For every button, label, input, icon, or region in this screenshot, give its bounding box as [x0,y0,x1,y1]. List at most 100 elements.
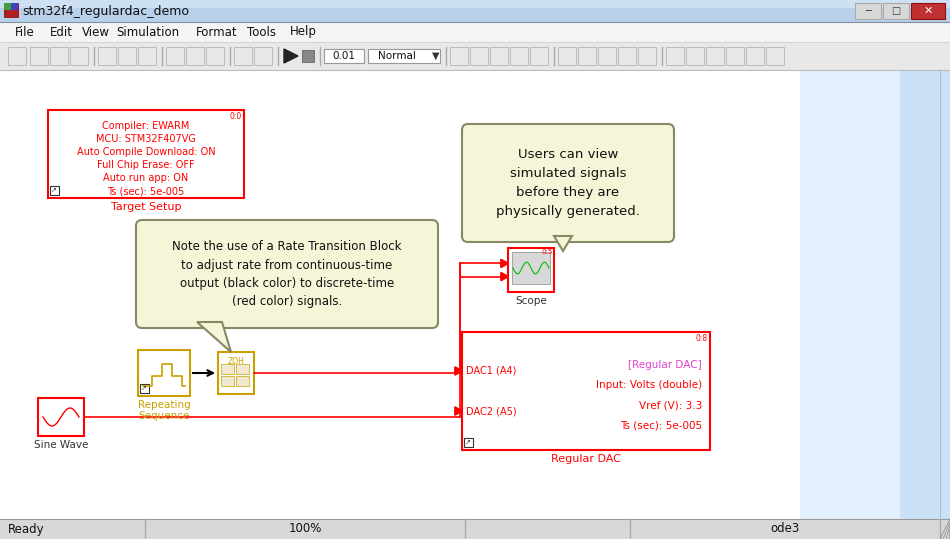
Bar [530,47,548,65]
Text: MCU: STM32F407VG: MCU: STM32F407VG [96,134,196,144]
Text: Target Setup: Target Setup [111,202,181,212]
Bar [911,3,945,19]
Bar [38,398,84,436]
Bar [218,352,254,394]
Text: Vref (V): 3.3: Vref (V): 3.3 [638,400,702,410]
Polygon shape [197,322,231,352]
Bar [470,47,488,65]
FancyBboxPatch shape [136,220,438,328]
Text: ─: ─ [865,6,871,16]
Bar [726,47,744,65]
Bar [508,248,554,292]
Bar [118,47,136,65]
Bar [302,50,314,62]
Bar [0,22,950,42]
Text: Ts (sec): 5e-005: Ts (sec): 5e-005 [107,186,184,196]
Text: Auto Compile Download: ON: Auto Compile Download: ON [77,147,216,157]
Bar [70,47,88,65]
Bar [236,364,249,374]
Bar [8,47,26,65]
Text: Sine Wave: Sine Wave [34,440,88,450]
Text: 0:0: 0:0 [230,112,242,121]
Bar [50,186,59,195]
Polygon shape [501,259,508,267]
Bar [206,47,224,65]
Bar [618,47,636,65]
Text: [Regular DAC]: [Regular DAC] [628,360,702,370]
Text: Compiler: EWARM: Compiler: EWARM [103,121,190,131]
Bar [512,252,550,284]
Text: Repeating: Repeating [138,400,190,410]
Bar [578,47,596,65]
Text: □: □ [891,6,901,16]
Text: ode3: ode3 [770,522,800,536]
Bar [0,42,950,70]
Text: Help: Help [290,25,317,38]
Bar [638,47,656,65]
Bar [4,3,18,17]
Bar [666,47,684,65]
Bar [0,0,950,22]
Bar [30,47,48,65]
Polygon shape [455,367,462,375]
Bar [686,47,704,65]
Polygon shape [455,407,462,415]
Polygon shape [284,49,298,63]
Bar [464,438,473,447]
Bar [800,70,950,519]
Bar [234,47,252,65]
Text: 0.01: 0.01 [332,51,355,61]
Text: Sequence: Sequence [139,411,190,421]
Bar [221,364,234,374]
Text: ↗: ↗ [51,187,57,193]
Text: Full Chip Erase: OFF: Full Chip Erase: OFF [97,160,195,170]
Bar [462,332,710,450]
Bar [11,3,18,10]
Bar [766,47,784,65]
Polygon shape [554,236,572,251]
Text: Format: Format [196,25,238,38]
Bar [450,47,468,65]
Bar [883,3,909,19]
Bar [98,47,116,65]
Text: Tools: Tools [247,25,276,38]
Text: Simulation: Simulation [116,25,180,38]
Bar [0,0,950,8]
Text: ✕: ✕ [923,6,933,16]
Bar [140,384,149,393]
Bar [746,47,764,65]
Bar [0,519,950,539]
Bar [598,47,616,65]
Bar [368,49,440,63]
Text: ↗: ↗ [466,439,471,445]
Bar [558,47,576,65]
Bar [50,47,68,65]
Polygon shape [501,273,508,281]
Text: 0:8: 0:8 [695,334,708,343]
Text: Scope: Scope [515,296,547,306]
Text: Users can view
simulated signals
before they are
physically generated.: Users can view simulated signals before … [496,148,640,218]
Text: DAC2 (A5): DAC2 (A5) [466,406,517,416]
Text: Edit: Edit [50,25,73,38]
FancyBboxPatch shape [462,124,674,242]
Text: Ready: Ready [8,522,45,536]
Text: ↗: ↗ [141,385,147,391]
Bar [236,376,249,386]
Bar [138,350,190,396]
Bar [900,70,950,519]
Bar [166,47,184,65]
Text: View: View [82,25,110,38]
Bar [254,47,272,65]
Polygon shape [501,259,508,267]
Bar [138,47,156,65]
Text: ZOH: ZOH [228,357,244,366]
Text: Normal: Normal [378,51,416,61]
Bar [324,49,364,63]
Bar [186,47,204,65]
Bar [221,376,234,386]
Bar [4,3,11,10]
Bar [510,47,528,65]
Text: ▼: ▼ [432,51,440,61]
Bar [490,47,508,65]
Text: DAC1 (A4): DAC1 (A4) [466,366,517,376]
